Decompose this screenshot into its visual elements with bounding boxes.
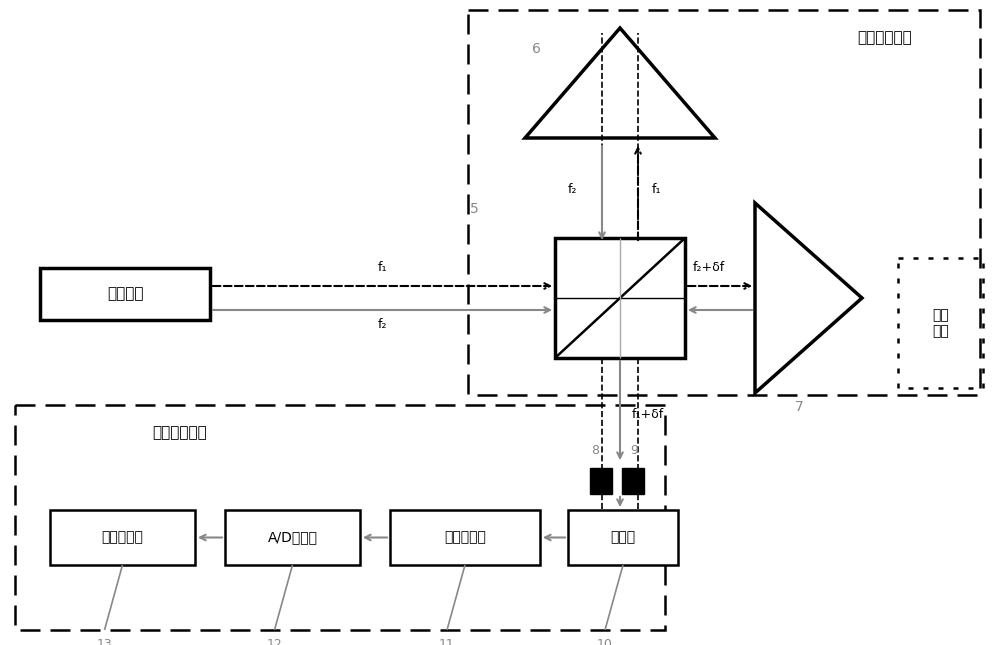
- Text: 8: 8: [591, 444, 599, 457]
- Text: f₁+δf: f₁+δf: [632, 408, 664, 421]
- Text: 11: 11: [439, 638, 455, 645]
- Text: 信号处理组件: 信号处理组件: [153, 426, 207, 441]
- Text: 低通滤波器: 低通滤波器: [444, 530, 486, 544]
- Text: 5: 5: [470, 202, 479, 216]
- Text: 干涉光路组件: 干涉光路组件: [858, 30, 912, 46]
- Text: 12: 12: [267, 638, 282, 645]
- Bar: [50, 510, 195, 565]
- Text: 6: 6: [532, 42, 541, 56]
- Text: 7: 7: [795, 400, 804, 414]
- Bar: [40, 268, 210, 320]
- Text: 10: 10: [597, 638, 613, 645]
- Text: 光源组件: 光源组件: [107, 286, 143, 301]
- Bar: [555, 238, 685, 358]
- Text: f₂: f₂: [567, 183, 577, 196]
- Text: f₂: f₂: [378, 318, 387, 331]
- Bar: [225, 510, 360, 565]
- Bar: [390, 510, 540, 565]
- Text: 9: 9: [630, 444, 638, 457]
- Bar: [590, 468, 612, 494]
- Bar: [568, 510, 678, 565]
- Text: A/D转换器: A/D转换器: [268, 530, 318, 544]
- Bar: [898, 258, 983, 388]
- Text: 振动
物体: 振动 物体: [932, 308, 949, 338]
- Bar: [15, 405, 665, 630]
- Bar: [468, 10, 980, 395]
- Text: 13: 13: [97, 638, 112, 645]
- Text: 鉴频器: 鉴频器: [610, 530, 636, 544]
- Text: f₂+δf: f₂+δf: [693, 261, 725, 274]
- Text: f₁: f₁: [651, 183, 661, 196]
- Bar: [622, 468, 644, 494]
- Text: 计算机系统: 计算机系统: [102, 530, 143, 544]
- Text: f₁: f₁: [378, 261, 387, 274]
